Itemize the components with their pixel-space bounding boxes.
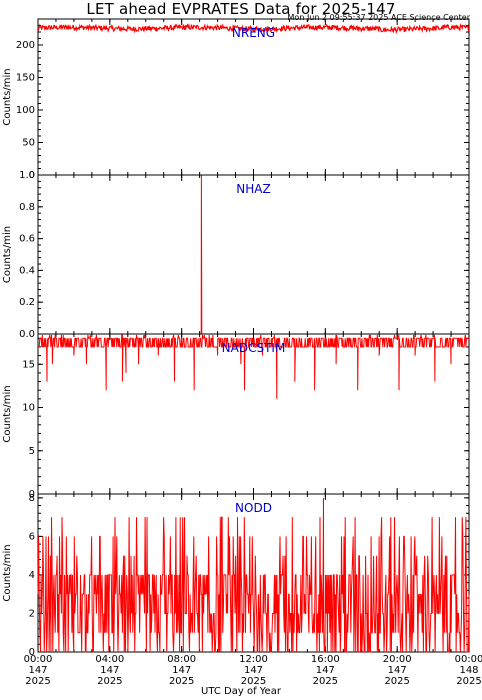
timestamp-label: Mon Jun 2 09:55:37 2025 ACE Science Cent…: [287, 13, 470, 22]
x-tick-label: 2025: [384, 676, 409, 687]
x-tick-label: 20:00: [383, 654, 412, 665]
series-line: [37, 497, 470, 653]
panel-label: NRENG: [232, 26, 275, 40]
panel-label: NHAZ: [236, 182, 270, 196]
y-tick-label: 8: [29, 493, 35, 504]
y-tick-label: 100: [16, 105, 35, 116]
y-tick-label: 10: [22, 403, 35, 414]
x-tick-label: 148: [459, 665, 478, 676]
x-axis-title: UTC Day of Year: [201, 686, 281, 697]
x-tick-label: 2025: [169, 676, 194, 687]
y-tick-label: 0: [29, 170, 35, 181]
y-tick-label: 0: [29, 489, 35, 500]
x-tick-label: 2025: [241, 676, 266, 687]
y-tick-label: 15: [22, 359, 35, 370]
x-tick-label: 147: [316, 665, 335, 676]
y-tick-label: 50: [22, 138, 35, 149]
y-tick-label: 0.4: [19, 265, 35, 276]
x-tick-label: 04:00: [95, 654, 124, 665]
panel-frame: [37, 18, 470, 176]
x-tick-label: 2025: [313, 676, 338, 687]
x-tick-label: 147: [100, 665, 119, 676]
panel-label: NODD: [235, 501, 272, 515]
panel-frame: [37, 174, 470, 335]
y-tick-label: 0: [29, 647, 35, 658]
y-tick-label: 200: [16, 40, 35, 51]
x-tick-label: 147: [172, 665, 191, 676]
y-tick-label: 5: [29, 446, 35, 457]
x-tick-label: 2025: [97, 676, 122, 687]
y-axis-title: Counts/min: [2, 226, 13, 283]
y-tick-label: 0.6: [19, 234, 35, 245]
y-axis-title: Counts/min: [2, 68, 13, 125]
x-tick-label: 00:00: [455, 654, 482, 665]
y-tick-label: 2: [29, 608, 35, 619]
y-axis-title: Counts/min: [2, 385, 13, 442]
y-tick-label: 150: [16, 73, 35, 84]
panel-frame: [37, 333, 470, 495]
y-tick-label: 0.8: [19, 202, 35, 213]
y-axis-title: Counts/min: [2, 544, 13, 601]
y-tick-label: 4: [29, 570, 35, 581]
x-tick-label: 00:00: [24, 654, 53, 665]
x-tick-label: 147: [28, 665, 47, 676]
y-tick-label: 1.0: [19, 170, 35, 181]
x-tick-label: 12:00: [239, 654, 268, 665]
series-line: [38, 334, 469, 399]
x-tick-label: 08:00: [167, 654, 196, 665]
y-tick-label: 0.2: [19, 297, 35, 308]
series-line: [37, 22, 470, 35]
y-tick-label: 0.0: [19, 329, 35, 340]
panel-label: NADCSTIM: [222, 341, 286, 355]
x-tick-label: 2025: [456, 676, 481, 687]
chart-title: LET ahead EVPRATES Data for 2025-147: [86, 0, 396, 18]
x-tick-label: 16:00: [311, 654, 340, 665]
series-line: [38, 175, 469, 335]
x-tick-label: 147: [388, 665, 407, 676]
x-tick-label: 147: [244, 665, 263, 676]
y-tick-label: 6: [29, 531, 35, 542]
x-tick-label: 2025: [25, 676, 50, 687]
